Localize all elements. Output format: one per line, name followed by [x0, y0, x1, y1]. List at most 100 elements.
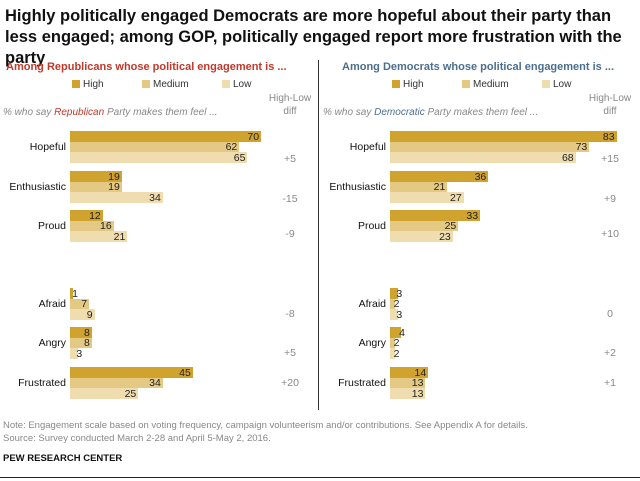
note: Note: Engagement scale based on voting f…: [3, 420, 528, 431]
data-label: 68: [561, 151, 574, 164]
bar-medium: [390, 181, 448, 192]
diff-value: +5: [284, 347, 296, 359]
diff-value: +9: [604, 193, 616, 205]
dem-diff-header: High-Low diff: [588, 93, 632, 117]
data-label: 4: [399, 326, 405, 339]
data-label: 65: [233, 151, 246, 164]
bar-low: [390, 231, 453, 242]
data-label: 25: [124, 387, 137, 400]
panel-divider: [318, 60, 319, 410]
bar-high: [390, 367, 429, 378]
bar-low: [70, 309, 95, 320]
legend-swatch: [72, 80, 80, 88]
bar-medium: [390, 141, 590, 152]
data-label: 2: [393, 298, 400, 310]
data-label: 23: [439, 230, 451, 243]
data-label: 19: [108, 181, 120, 193]
source: Source: Survey conducted March 2-28 and …: [3, 433, 271, 444]
data-label: 13: [411, 387, 424, 400]
bar-medium: [390, 377, 426, 388]
category-label: Enthusiastic: [329, 181, 386, 193]
category-label: Proud: [357, 220, 386, 232]
legend-item-low: Low: [542, 79, 571, 90]
bar-medium: [70, 337, 92, 348]
legend-item-low: Low: [222, 79, 251, 90]
lead-party: Republican: [54, 107, 105, 118]
brand: PEW RESEARCH CENTER: [3, 453, 123, 464]
dem-subtitle: Among Democrats whose political engageme…: [342, 61, 615, 73]
data-label: 83: [602, 130, 615, 143]
data-label: 9: [86, 308, 93, 321]
dem-lead: % who say Democratic Party makes them fe…: [323, 107, 538, 118]
bar-medium: [70, 181, 122, 192]
diff-value: +5: [284, 153, 296, 165]
bar-medium: [70, 298, 90, 309]
bar-low: [70, 192, 163, 203]
legend-swatch: [142, 80, 150, 88]
bar-high: [390, 210, 481, 221]
diff-value: -9: [285, 228, 295, 240]
legend-label: Low: [553, 79, 572, 90]
data-label: 36: [474, 170, 487, 183]
bar-low: [70, 348, 79, 359]
data-label: 21: [113, 230, 126, 243]
data-label: 21: [433, 181, 446, 193]
legend-label: Medium: [473, 79, 509, 90]
bar-medium: [390, 298, 396, 309]
bar-high: [70, 367, 193, 378]
bar-low: [70, 231, 128, 242]
data-label: 19: [108, 170, 120, 183]
diff-value: +10: [601, 228, 619, 240]
legend-label: Medium: [153, 79, 189, 90]
data-label: 27: [450, 191, 462, 204]
bar-high: [390, 327, 401, 338]
bar-medium: [390, 220, 459, 231]
category-label: Afraid: [358, 298, 386, 310]
bottom-rule: [0, 477, 640, 478]
category-label: Frustrated: [338, 377, 386, 389]
category-label: Enthusiastic: [9, 181, 66, 193]
bar-high: [390, 131, 617, 142]
lead-text: % who say: [3, 107, 55, 118]
category-label: Frustrated: [18, 377, 66, 389]
diff-value: -15: [282, 193, 298, 205]
data-label: 3: [396, 287, 403, 300]
data-label: 34: [149, 191, 161, 204]
category-label: Angry: [358, 337, 386, 349]
legend-item-medium: Medium: [142, 79, 189, 90]
lead-text: Party makes them feel ...: [104, 107, 218, 118]
rep-lead: % who say Republican Party makes them fe…: [3, 107, 218, 118]
legend-swatch: [222, 80, 230, 88]
category-label: Hopeful: [29, 141, 66, 153]
diff-value: +20: [281, 377, 299, 389]
data-label: 33: [466, 209, 479, 222]
bar-high: [70, 327, 92, 338]
data-label: 2: [393, 347, 400, 360]
bar-low: [70, 388, 139, 399]
data-label: 73: [575, 141, 588, 153]
data-label: 12: [89, 209, 101, 222]
data-label: 25: [444, 220, 457, 232]
bar-medium: [70, 220, 114, 231]
bar-high: [70, 288, 73, 299]
legend-label: High: [403, 79, 424, 90]
bar-high: [70, 131, 262, 142]
data-label: 13: [411, 377, 424, 389]
diff-value: +1: [604, 377, 616, 389]
data-label: 14: [414, 366, 427, 379]
diff-value: +15: [601, 153, 619, 165]
data-label: 3: [396, 308, 403, 321]
legend-label: Low: [233, 79, 252, 90]
data-label: 16: [99, 220, 112, 232]
rep-subtitle: Among Republicans whose political engage…: [6, 61, 287, 73]
rep-diff-header: High-Low diff: [268, 93, 312, 117]
bar-high: [70, 171, 122, 182]
diff-value: 0: [607, 308, 613, 320]
bar-high: [390, 171, 489, 182]
legend-item-high: High: [72, 79, 104, 90]
data-label: 8: [83, 326, 90, 339]
data-label: 8: [83, 337, 90, 349]
data-label: 34: [149, 377, 161, 389]
bar-low: [70, 152, 248, 163]
data-label: 2: [393, 337, 400, 349]
